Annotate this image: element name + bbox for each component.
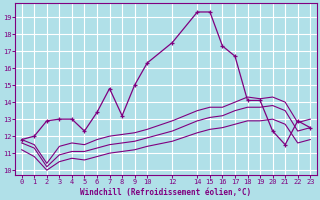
X-axis label: Windchill (Refroidissement éolien,°C): Windchill (Refroidissement éolien,°C) (80, 188, 252, 197)
